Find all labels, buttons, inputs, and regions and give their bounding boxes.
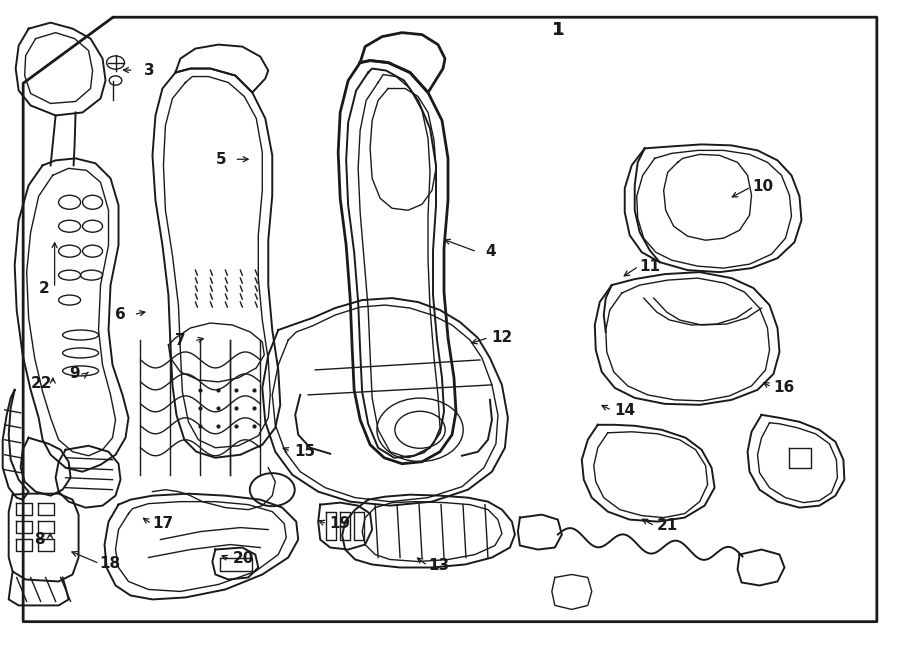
Text: 3: 3 xyxy=(144,62,154,77)
Text: 18: 18 xyxy=(100,556,121,571)
Text: 15: 15 xyxy=(294,444,315,459)
Text: 21: 21 xyxy=(657,518,678,534)
Text: 16: 16 xyxy=(774,379,795,395)
Text: 11: 11 xyxy=(639,259,660,274)
Text: 17: 17 xyxy=(152,516,173,532)
Text: 12: 12 xyxy=(491,330,513,345)
Text: 5: 5 xyxy=(215,152,226,167)
Text: 2: 2 xyxy=(39,281,50,295)
Text: 13: 13 xyxy=(428,558,450,573)
Text: 22: 22 xyxy=(31,377,52,391)
Text: 1: 1 xyxy=(552,21,564,40)
Text: 1: 1 xyxy=(552,21,564,40)
Text: 7: 7 xyxy=(176,334,185,348)
Text: 10: 10 xyxy=(752,179,773,195)
Text: 9: 9 xyxy=(69,367,80,381)
Text: 20: 20 xyxy=(232,551,254,567)
Text: 4: 4 xyxy=(485,244,496,260)
Text: 14: 14 xyxy=(615,402,635,418)
Text: 6: 6 xyxy=(115,307,126,322)
Text: 8: 8 xyxy=(34,532,45,547)
Text: 19: 19 xyxy=(329,516,351,532)
